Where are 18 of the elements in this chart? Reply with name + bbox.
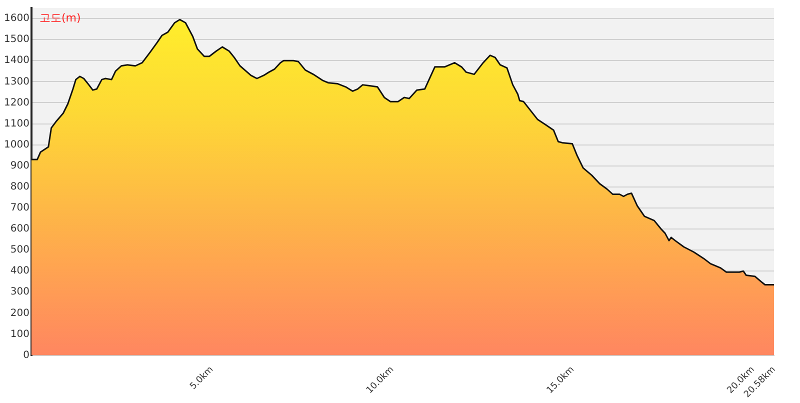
- y-tick-label: 400: [10, 266, 30, 277]
- y-tick-label: 100: [10, 328, 30, 340]
- y-tick-label: 900: [10, 160, 30, 172]
- y-tick-label: 1200: [4, 97, 30, 108]
- y-tick-label: 1600: [4, 13, 30, 24]
- y-tick-label: 500: [10, 244, 30, 256]
- y-tick-label: 1300: [4, 76, 30, 88]
- y-tick-label: 1100: [4, 118, 30, 130]
- y-tick-label: 1000: [4, 139, 30, 150]
- y-tick-label: 700: [10, 202, 30, 214]
- y-tick-label: 1500: [4, 34, 30, 46]
- y-tick-label: 1400: [4, 55, 30, 66]
- y-axis-title: 고도(m): [39, 11, 81, 24]
- y-tick-label: 200: [10, 308, 30, 319]
- y-tick-label: 800: [10, 181, 30, 192]
- y-tick-label: 600: [10, 224, 30, 235]
- y-tick-label: 0: [23, 350, 30, 361]
- y-tick-label: 300: [10, 286, 30, 298]
